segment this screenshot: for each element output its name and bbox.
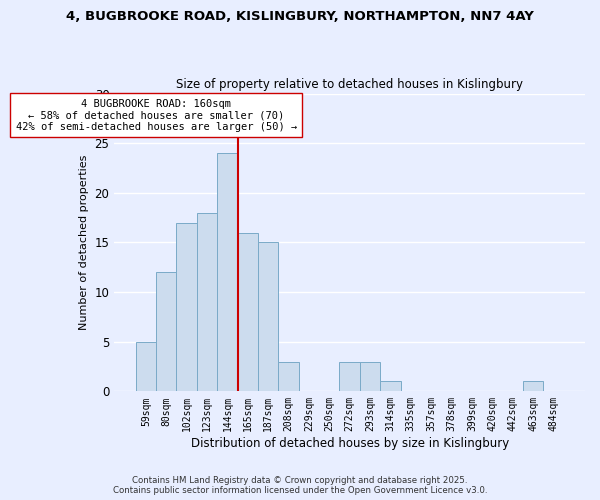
Bar: [156, 272, 176, 392]
Bar: [258, 242, 278, 392]
Title: Size of property relative to detached houses in Kislingbury: Size of property relative to detached ho…: [176, 78, 523, 91]
Bar: [523, 382, 543, 392]
Bar: [238, 232, 258, 392]
X-axis label: Distribution of detached houses by size in Kislingbury: Distribution of detached houses by size …: [191, 437, 509, 450]
Bar: [380, 382, 401, 392]
Bar: [136, 342, 156, 392]
Bar: [197, 212, 217, 392]
Text: 4 BUGBROOKE ROAD: 160sqm
← 58% of detached houses are smaller (70)
42% of semi-d: 4 BUGBROOKE ROAD: 160sqm ← 58% of detach…: [16, 98, 297, 132]
Bar: [176, 222, 197, 392]
Text: Contains HM Land Registry data © Crown copyright and database right 2025.
Contai: Contains HM Land Registry data © Crown c…: [113, 476, 487, 495]
Bar: [217, 153, 238, 392]
Bar: [360, 362, 380, 392]
Y-axis label: Number of detached properties: Number of detached properties: [79, 155, 89, 330]
Bar: [340, 362, 360, 392]
Text: 4, BUGBROOKE ROAD, KISLINGBURY, NORTHAMPTON, NN7 4AY: 4, BUGBROOKE ROAD, KISLINGBURY, NORTHAMP…: [66, 10, 534, 23]
Bar: [278, 362, 299, 392]
